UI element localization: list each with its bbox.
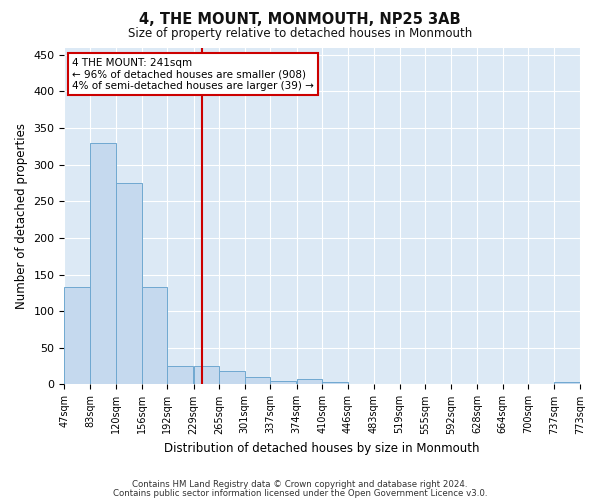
Bar: [90, 142, 116, 384]
X-axis label: Distribution of detached houses by size in Monmouth: Distribution of detached houses by size …: [164, 442, 480, 455]
Text: 4 THE MOUNT: 241sqm
← 96% of detached houses are smaller (908)
4% of semi-detach: 4 THE MOUNT: 241sqm ← 96% of detached ho…: [72, 58, 314, 91]
Y-axis label: Number of detached properties: Number of detached properties: [15, 123, 28, 309]
Bar: [64, 287, 90, 384]
Text: 4, THE MOUNT, MONMOUTH, NP25 3AB: 4, THE MOUNT, MONMOUTH, NP25 3AB: [139, 12, 461, 28]
Bar: [245, 377, 271, 384]
Bar: [142, 287, 167, 384]
Bar: [116, 183, 142, 384]
Bar: [167, 366, 193, 384]
Bar: [219, 372, 245, 384]
Bar: [271, 381, 296, 384]
Text: Contains public sector information licensed under the Open Government Licence v3: Contains public sector information licen…: [113, 488, 487, 498]
Bar: [194, 366, 219, 384]
Text: Size of property relative to detached houses in Monmouth: Size of property relative to detached ho…: [128, 28, 472, 40]
Bar: [554, 382, 580, 384]
Text: Contains HM Land Registry data © Crown copyright and database right 2024.: Contains HM Land Registry data © Crown c…: [132, 480, 468, 489]
Bar: [296, 378, 322, 384]
Bar: [322, 382, 348, 384]
